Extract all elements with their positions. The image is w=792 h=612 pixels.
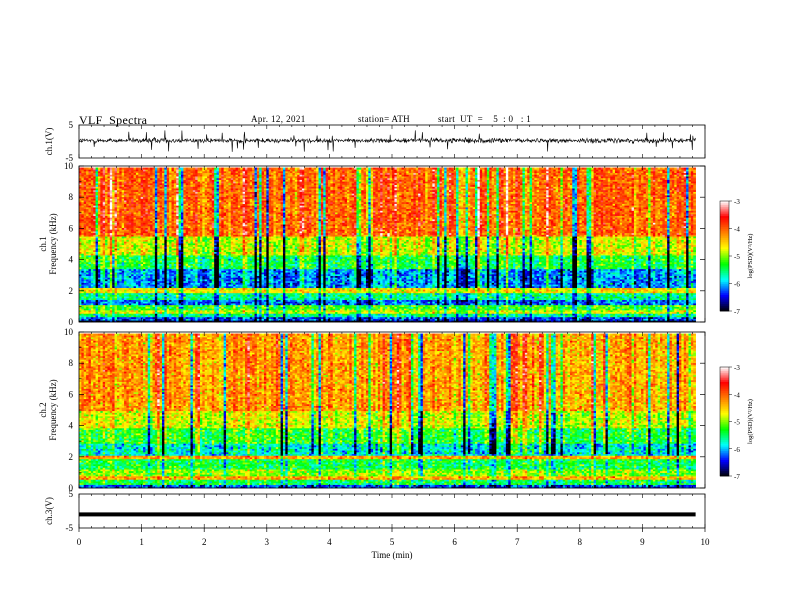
spectrogram-cell: [119, 168, 122, 170]
spectrogram-cell: [134, 168, 137, 170]
spectrogram-cell: [122, 168, 125, 170]
spectrogram-cell: [145, 168, 148, 170]
spectrogram-cell: [107, 168, 110, 170]
spectrogram-cell: [105, 168, 108, 170]
spectrogram-cell: [86, 168, 89, 170]
spectrogram-cell: [110, 168, 113, 170]
spectrogram-cell: [136, 168, 139, 170]
spectrogram-cell: [84, 168, 87, 170]
ch1-ytick-label: 5: [69, 120, 74, 130]
spectrogram-cell: [126, 168, 129, 170]
spectrogram-cell: [100, 168, 103, 170]
spectrogram-cell: [141, 168, 144, 170]
spectrogram-cell: [88, 168, 91, 170]
spectrogram-cell: [79, 168, 82, 170]
spectrogram-cell: [93, 168, 96, 170]
spectrogram-cell: [124, 168, 127, 170]
spectrogram-cells: [79, 168, 696, 323]
spectrogram-cell: [131, 168, 134, 170]
spectrogram-cell: [112, 168, 115, 170]
spectrogram-cell: [138, 168, 141, 170]
ch1-waveform-trace: [79, 130, 696, 152]
ch1-ylabel: ch.1(V): [44, 128, 54, 156]
ch1-waveform-panel: 5-5ch.1(V): [44, 120, 705, 163]
spectrogram-cell: [96, 168, 99, 170]
spectrogram-cell: [143, 168, 146, 170]
spectrogram-cell: [81, 168, 84, 170]
spectrogram-cell: [115, 168, 118, 170]
spectrogram-cell: [98, 168, 101, 170]
spectrogram-cell: [117, 168, 120, 170]
